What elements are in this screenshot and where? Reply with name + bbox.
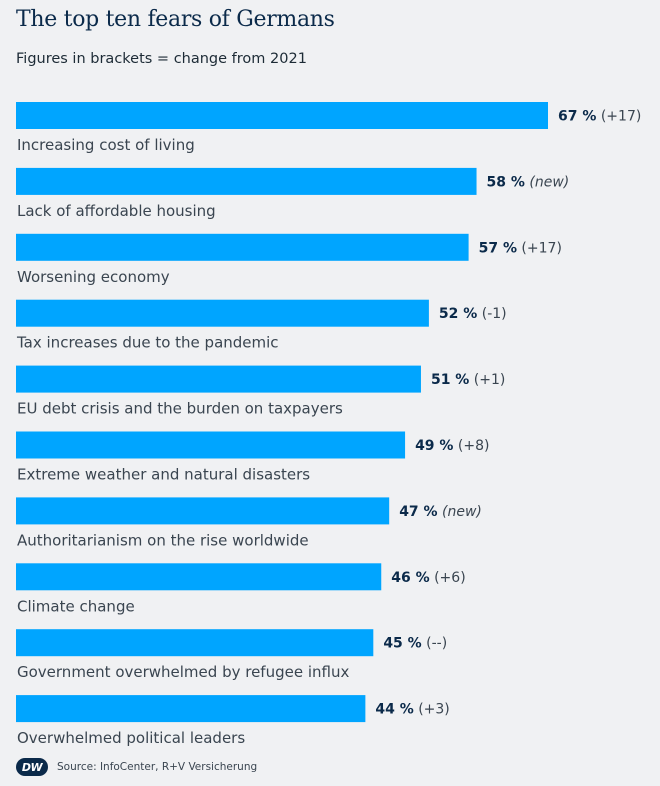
source-note: Source: InfoCenter, R+V Versicherung <box>57 761 258 773</box>
value-label: 57 % (+17) <box>479 240 562 256</box>
bar <box>16 365 421 393</box>
bar-row-eu-debt-crisis-and-the-burden-on-taxpayers: 51 % (+1) EU debt crisis and the burden o… <box>16 365 505 418</box>
bar <box>16 497 390 525</box>
bar-row-tax-increases-due-to-the-pandemic: 52 % (-1) Tax increases due to the pandem… <box>16 299 507 352</box>
value-label: 44 % (+3) <box>375 702 449 718</box>
footer: DW Source: InfoCenter, R+V Versicherung <box>16 758 257 776</box>
value-label: 49 % (+8) <box>415 438 489 454</box>
bar-row-government-overwhelmed-by-refugee-influx: 45 % (--) Government overwhelmed by refug… <box>16 629 447 681</box>
chart-title: The top ten fears of Germans <box>16 7 335 32</box>
bar <box>16 102 548 129</box>
bar-row-overwhelmed-political-leaders: 44 % (+3) Overwhelmed political leaders <box>16 695 450 747</box>
category-label: Lack of affordable housing <box>17 202 216 220</box>
value-label: 58 % (new) <box>487 174 570 190</box>
value-label: 47 % (new) <box>399 504 482 520</box>
value-label: 45 % (--) <box>383 636 447 652</box>
chart-subtitle: Figures in brackets = change from 2021 <box>16 51 307 67</box>
bar-row-worsening-economy: 57 % (+17) Worsening economy <box>16 233 562 286</box>
category-label: Tax increases due to the pandemic <box>16 334 279 352</box>
category-label: Authoritarianism on the rise worldwide <box>17 531 309 549</box>
category-label: Government overwhelmed by refugee influx <box>17 663 349 681</box>
bar-row-lack-of-affordable-housing: 58 % (new) Lack of affordable housing <box>16 167 570 220</box>
bar <box>16 629 374 657</box>
category-label: Increasing cost of living <box>17 136 195 154</box>
bar <box>16 431 406 459</box>
bar <box>16 233 469 261</box>
bar <box>16 167 477 195</box>
value-label: 67 % (+17) <box>558 109 641 125</box>
value-label: 52 % (-1) <box>439 306 507 322</box>
bar-row-climate-change: 46 % (+6) Climate change <box>16 563 466 615</box>
bar <box>16 563 382 591</box>
category-label: EU debt crisis and the burden on taxpaye… <box>17 400 343 418</box>
bar-row-extreme-weather-and-natural-disasters: 49 % (+8) Extreme weather and natural dis… <box>16 431 489 484</box>
bar-row-authoritarianism-on-the-rise-worldwide: 47 % (new) Authoritarianism on the rise w… <box>16 497 482 549</box>
category-label: Worsening economy <box>17 268 170 286</box>
category-label: Extreme weather and natural disasters <box>17 466 310 484</box>
value-label: 46 % (+6) <box>391 570 465 586</box>
bar <box>16 695 366 723</box>
dw-logo: DW <box>16 758 48 776</box>
category-label: Overwhelmed political leaders <box>17 729 245 747</box>
category-label: Climate change <box>17 597 135 615</box>
bar <box>16 299 429 327</box>
value-label: 51 % (+1) <box>431 372 505 388</box>
bar-row-increasing-cost-of-living: 67 % (+17) Increasing cost of living <box>16 102 641 154</box>
